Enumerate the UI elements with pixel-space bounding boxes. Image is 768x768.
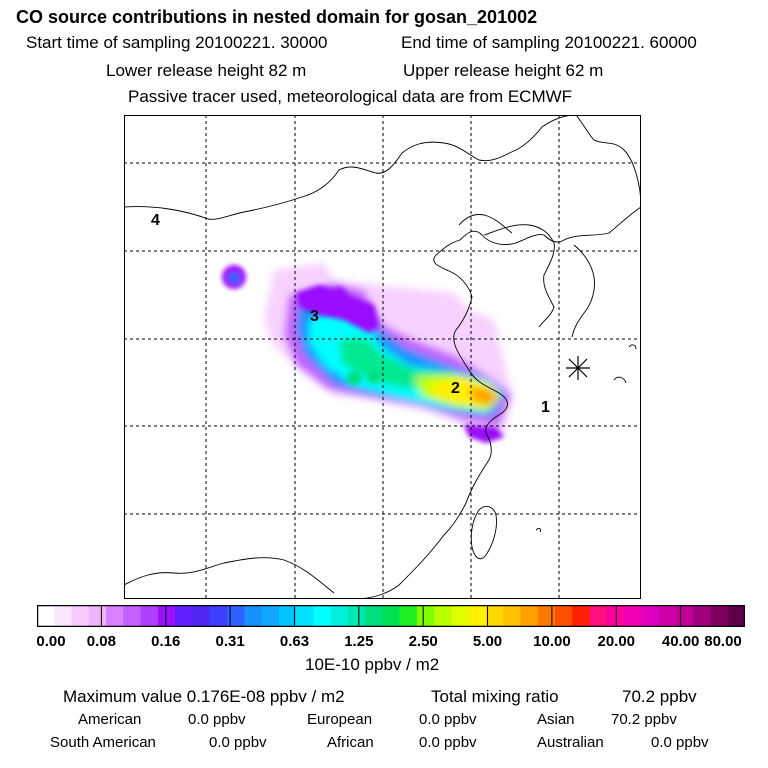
plume-contours [222,263,512,443]
region-name-african: African [327,734,374,751]
max-value: Maximum value 0.176E-08 ppbv / m2 [63,687,345,706]
upper-release-height: Upper release height 62 m [403,61,604,80]
colorbar-cell [140,605,159,627]
total-mixing-value: 70.2 ppbv [622,687,697,706]
region-value-australian: 0.0 ppbv [651,734,709,751]
colorbar-tick-label: 20.00 [597,633,636,650]
colorbar-cell [434,605,453,627]
colorbar-cell [693,605,712,627]
colorbar-cell [261,605,280,627]
colorbar-tick-label: 2.50 [408,633,438,650]
colorbar-cell [727,605,745,627]
colorbar-cell [468,605,487,627]
region-name-asian: Asian [537,711,575,728]
colorbar-cell [675,605,694,627]
colorbar-cell [537,605,556,627]
colorbar-cell [175,605,194,627]
colorbar-tick-label: 5.00 [472,633,503,650]
colorbar-cell [503,605,522,627]
colorbar-cell [589,605,608,627]
colorbar-tick-label: 0.63 [279,633,310,650]
colorbar-cell [520,605,539,627]
colorbar-cell [451,605,470,627]
colorbar-cell [123,605,142,627]
colorbar-cell [710,605,729,627]
colorbar-cell [37,605,55,627]
region-label-3: 3 [310,308,319,325]
region-name-australian: Australian [537,734,604,751]
colorbar-tick-label: 80.00 [704,633,742,650]
map-frame [124,115,641,599]
region-value-african: 0.0 ppbv [419,734,477,751]
start-time: Start time of sampling 20100221. 30000 [26,33,328,52]
colorbar-cell [399,605,418,627]
colorbar-cell [347,605,366,627]
colorbar-cell [624,605,642,627]
colorbar-cell [226,605,245,627]
colorbar-cell [416,605,435,627]
colorbar-cell [485,605,504,627]
colorbar-unit: 10E-10 ppbv / m2 [305,655,440,674]
colorbar-cell [555,605,573,627]
total-mixing-label: Total mixing ratio [431,687,559,706]
colorbar-tick-label: 40.00 [661,633,700,650]
colorbar-cell [330,605,349,627]
region-value-european: 0.0 ppbv [419,711,477,728]
colorbar-cell [365,605,383,627]
colorbar-cell [278,605,297,627]
colorbar-cell [313,605,332,627]
region-value-asian: 70.2 ppbv [611,711,677,728]
region-name-south-american: South American [50,734,156,751]
region-name-european: European [307,711,373,728]
colorbar-cell [192,605,211,627]
tracer-note: Passive tracer used, meteorological data… [128,87,573,106]
colorbar-tick-label: 0.16 [151,633,181,650]
end-time: End time of sampling 20100221. 60000 [401,33,697,52]
colorbar-cell [157,605,176,627]
colorbar-cell [54,605,73,627]
region-value-american: 0.0 ppbv [188,711,246,728]
region-label-4: 4 [151,212,160,229]
colorbar-tick-label: 1.25 [344,633,374,650]
colorbar-cell [382,605,401,627]
region-value-south-american: 0.0 ppbv [209,734,267,751]
plot-title: CO source contributions in nested domain… [16,7,538,27]
colorbar-cell [641,605,660,627]
colorbar-tick-label: 0.00 [36,633,66,650]
source-contribution-map: 1 2 3 4 [124,115,641,599]
coastlines [124,115,641,599]
colorbar-cell [106,605,124,627]
lat-lon-grid [124,115,641,599]
region-label-1: 1 [541,399,550,416]
lower-release-height: Lower release height 82 m [106,61,307,80]
colorbar-cell [209,605,228,627]
colorbar-cell [296,605,314,627]
receptor-star-icon [566,356,590,380]
colorbar-cell [658,605,677,627]
colorbar-cell [71,605,90,627]
region-name-american: American [78,711,142,728]
colorbar-tick-label: 0.31 [215,633,245,650]
colorbar-cell [88,605,107,627]
colorbar-cell [244,605,263,627]
colorbar-tick-label: 10.00 [533,633,571,650]
colorbar-tick-label: 0.08 [86,633,116,650]
colorbar [37,605,745,627]
region-label-2: 2 [451,380,460,397]
colorbar-cell [572,605,591,627]
